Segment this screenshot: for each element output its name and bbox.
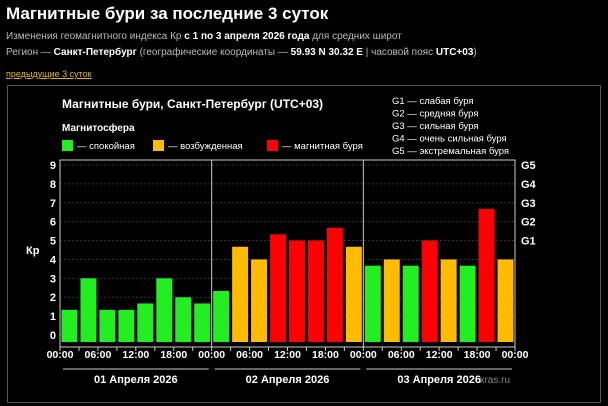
chart-title: Магнитные бури, Санкт-Петербург (UTC+03) — [62, 97, 323, 111]
y-tick-label: 9 — [50, 160, 56, 172]
g-level-label: G3 — [521, 198, 536, 210]
kp-bar — [289, 240, 305, 342]
x-tick-label: 18:00 — [464, 349, 491, 361]
kp-bar — [213, 290, 230, 342]
legend-label: — магнитная буря — [282, 141, 363, 152]
kp-bar — [364, 265, 381, 342]
x-tick-label: 12:00 — [122, 349, 149, 361]
x-tick-label: 06:00 — [84, 349, 111, 361]
x-tick-label: 00:00 — [502, 349, 529, 361]
kp-bar — [61, 309, 78, 342]
x-tick-label: 06:00 — [236, 349, 263, 361]
kp-bar — [137, 303, 154, 342]
kp-bar — [175, 297, 192, 342]
x-tick-label: 12:00 — [274, 349, 301, 361]
y-tick-label: 6 — [50, 217, 56, 229]
g-scale-legend-item: G1 — слабая буря — [392, 96, 474, 107]
kp-bar — [80, 278, 97, 342]
y-axis-label: Кр — [26, 245, 40, 257]
x-tick-label: 12:00 — [426, 349, 453, 361]
chart-frame — [7, 85, 601, 403]
y-tick-label: 0 — [50, 330, 56, 342]
kp-bar — [345, 246, 362, 342]
kp-bar — [251, 259, 268, 342]
g-scale-legend-item: G2 — средняя буря — [392, 109, 478, 120]
x-tick-label: 00:00 — [47, 349, 74, 361]
x-tick-label: 00:00 — [198, 349, 225, 361]
legend-label: — возбужденная — [168, 141, 243, 152]
y-tick-label: 8 — [50, 179, 56, 191]
day-label: 01 Апреля 2026 — [94, 374, 178, 386]
day-label: 02 Апреля 2026 — [246, 374, 330, 386]
previous-3-days-link[interactable]: предыдущие 3 суток — [6, 69, 92, 79]
g-level-label: G2 — [521, 217, 536, 229]
legend-label: — спокойная — [77, 141, 135, 152]
kp-bar — [440, 259, 457, 342]
legend-swatch — [153, 140, 164, 151]
y-tick-label: 1 — [50, 311, 56, 323]
x-tick-label: 06:00 — [388, 349, 415, 361]
kp-bar — [270, 234, 286, 342]
g-level-label: G1 — [521, 236, 536, 248]
x-tick-label: 00:00 — [350, 349, 377, 361]
legend-title: Магнитосфера — [62, 122, 135, 134]
kp-bar — [99, 309, 116, 342]
day-label: 03 Апреля 2026 — [397, 374, 481, 386]
page-title: Магнитные бури за последние 3 суток — [6, 4, 329, 23]
kp-bar — [402, 265, 419, 342]
kp-bar — [232, 246, 249, 342]
kp-bar — [383, 259, 400, 342]
y-tick-label: 7 — [50, 198, 56, 210]
y-tick-label: 2 — [50, 292, 56, 304]
g-scale-legend-item: G4 — очень сильная буря — [392, 134, 507, 145]
kp-bar — [307, 240, 324, 342]
kp-bar — [118, 309, 135, 342]
x-tick-label: 18:00 — [312, 349, 339, 361]
g-level-label: G5 — [521, 160, 536, 172]
subtitle-period: Изменения геомагнитного индекса Кр с 1 п… — [6, 31, 402, 42]
kp-bar — [497, 259, 514, 342]
kp-bar — [421, 240, 438, 342]
g-scale-legend-item: G5 — экстремальная буря — [392, 146, 509, 157]
y-tick-label: 5 — [50, 236, 56, 248]
y-tick-label: 3 — [50, 273, 56, 285]
subtitle-region: Регион — Санкт-Петербург (географические… — [6, 47, 477, 58]
kp-bar — [459, 265, 476, 342]
g-level-label: G4 — [521, 179, 537, 191]
kp-bar — [478, 209, 495, 342]
legend-swatch — [267, 140, 278, 151]
g-scale-legend-item: G3 — сильная буря — [392, 121, 479, 132]
x-tick-label: 18:00 — [160, 349, 187, 361]
kp-bar — [194, 303, 211, 342]
legend-swatch — [62, 140, 73, 151]
kp-bar — [156, 278, 173, 342]
kp-bar — [326, 227, 343, 342]
y-tick-label: 4 — [50, 254, 57, 266]
watermark: xras.ru — [479, 375, 510, 386]
